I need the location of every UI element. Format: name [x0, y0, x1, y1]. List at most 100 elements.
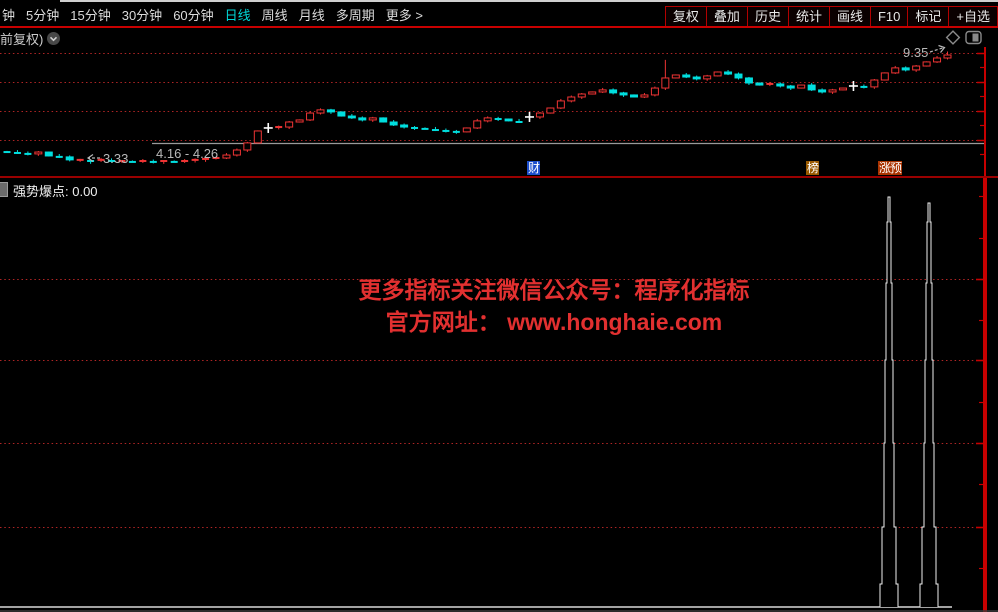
candle-body — [870, 79, 879, 88]
panel-toggle-icon[interactable] — [965, 30, 982, 45]
candle-body — [577, 93, 586, 98]
candle-body — [243, 142, 252, 151]
candle-body — [285, 121, 294, 128]
indicator-spike — [879, 196, 899, 607]
candle-body — [473, 120, 482, 129]
candle-body — [922, 61, 931, 67]
candle-body — [744, 77, 753, 84]
candle-body — [588, 91, 597, 95]
window-top-edge — [60, 0, 998, 2]
candle-body — [337, 111, 346, 117]
period-tabs: 钟 5分钟 15分钟 30分钟 60分钟 日线 周线 月线 多周期 更多 > — [0, 5, 423, 24]
candle-body — [232, 149, 241, 156]
period-tab-1[interactable]: 5分钟 — [26, 8, 60, 23]
toolbar-button-3[interactable]: 统计 — [787, 6, 830, 27]
toolbar-button-0[interactable]: 复权 — [664, 6, 707, 27]
gap-range-annotation: 4.16 - 4.26 — [156, 146, 219, 161]
candle-body — [734, 73, 743, 79]
candle-body — [65, 156, 74, 161]
toolbar-button-1[interactable]: 叠加 — [705, 6, 748, 27]
candle-body — [692, 76, 701, 80]
candle-body — [786, 85, 795, 89]
candle-body — [504, 118, 513, 122]
candle-body — [933, 57, 942, 63]
candle-body — [776, 83, 785, 87]
period-tab-9[interactable]: 更多 > — [385, 8, 423, 23]
candle-body — [535, 112, 544, 118]
indicator-name-value: 强势爆点: 0.00 — [13, 184, 98, 199]
high-arrow — [929, 46, 945, 53]
stock-subheader: 前复权) — [0, 30, 61, 47]
toolbar-underline — [0, 26, 998, 28]
toolbar-buttons: 复权 叠加 历史 统计 画线 F10 标记 +自选 — [664, 6, 998, 27]
candle-body — [253, 130, 262, 144]
indicator-spike — [919, 202, 939, 607]
candle-body — [379, 117, 388, 123]
candle-body — [619, 92, 628, 96]
candle-body — [891, 67, 900, 74]
candle-body — [306, 112, 315, 121]
candle-body — [839, 87, 847, 91]
period-toolbar: 钟 5分钟 15分钟 30分钟 60分钟 日线 周线 月线 多周期 更多 > 复权 叠加 历史 统计 画线… — [0, 2, 998, 27]
low-arrow-head — [86, 154, 94, 162]
toolbar-button-6[interactable]: 标记 — [907, 6, 950, 27]
toolbar-button-2[interactable]: 历史 — [746, 6, 789, 27]
period-tab-5[interactable]: 日线 — [224, 8, 251, 23]
period-tab-2[interactable]: 15分钟 — [70, 8, 111, 23]
candle-body — [661, 77, 670, 89]
candle-body — [640, 94, 649, 98]
candle-body — [567, 96, 576, 102]
candle-body — [724, 71, 733, 75]
candle-body — [703, 75, 712, 80]
candle-body — [912, 65, 921, 71]
candle-body — [755, 82, 764, 86]
chevron-down-icon[interactable] — [46, 31, 61, 46]
toolbar-button-4[interactable]: 画线 — [828, 6, 871, 27]
candle-body — [34, 151, 43, 155]
candle-body — [713, 71, 722, 77]
candle-body — [630, 94, 638, 98]
candle-body — [598, 89, 607, 93]
candle-body — [818, 89, 827, 93]
period-tab-0[interactable]: 钟 — [2, 8, 16, 23]
toolbar-button-5[interactable]: F10 — [869, 6, 909, 27]
candle-body — [609, 89, 618, 94]
period-tab-4[interactable]: 60分钟 — [173, 8, 214, 23]
candle-body — [316, 109, 325, 114]
candle-body — [807, 84, 816, 91]
high-arrow-head — [938, 44, 946, 53]
candle-body — [828, 89, 837, 93]
chart-badge-2[interactable]: 涨预 — [878, 161, 902, 175]
candle-body — [671, 74, 680, 79]
candle-body — [295, 119, 304, 123]
period-tab-8[interactable]: 多周期 — [335, 8, 375, 23]
candle-body — [797, 84, 806, 89]
period-tab-6[interactable]: 周线 — [261, 8, 288, 23]
candle-body — [880, 72, 889, 81]
candle-body — [347, 115, 356, 119]
candle-body — [222, 154, 231, 159]
candle-body — [400, 124, 409, 128]
watermark: 更多指标关注微信公众号：程序化指标 官方网址： www.honghaie.com — [284, 274, 824, 338]
high-price-annotation: 9.35 — [903, 45, 929, 60]
candle-body — [368, 117, 377, 121]
candle-body — [462, 127, 471, 133]
chart-badge-0[interactable]: 财 — [527, 161, 540, 175]
candle-body — [650, 87, 659, 96]
candle-body — [483, 117, 492, 122]
indicator-tool-icon[interactable] — [0, 182, 8, 197]
toolbar-button-7[interactable]: +自选 — [948, 6, 998, 27]
chart-badge-1[interactable]: 榜 — [806, 161, 819, 175]
period-tab-7[interactable]: 月线 — [298, 8, 325, 23]
watermark-line2: 官方网址： www.honghaie.com — [385, 309, 723, 335]
candle-body — [556, 100, 565, 109]
watermark-line1: 更多指标关注微信公众号：程序化指标 — [358, 277, 750, 303]
candle-body — [901, 67, 910, 71]
candle-body — [546, 107, 555, 114]
candle-body — [682, 74, 691, 78]
panel-toggle-icon-fill — [972, 33, 979, 42]
candle-body — [358, 117, 367, 121]
candle-body — [389, 121, 398, 126]
period-tab-3[interactable]: 30分钟 — [121, 8, 163, 23]
diamond-icon[interactable] — [945, 30, 961, 45]
